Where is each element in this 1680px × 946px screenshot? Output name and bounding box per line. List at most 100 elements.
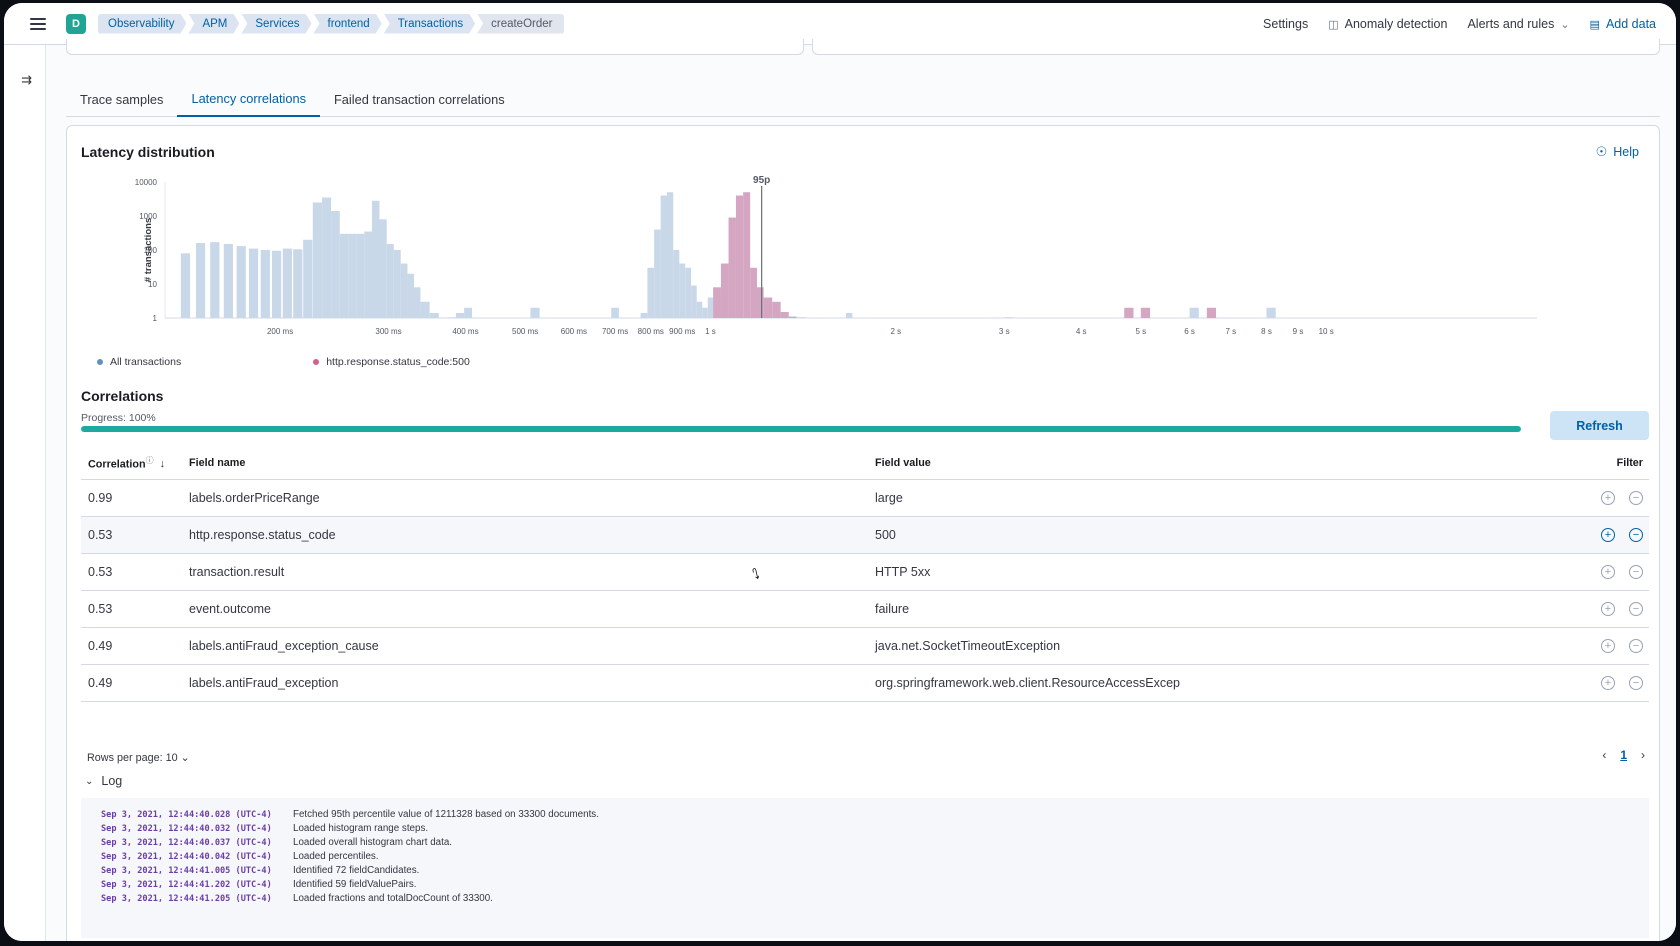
breadcrumb-observability[interactable]: Observability xyxy=(98,14,186,34)
field-value: 500 xyxy=(875,528,896,542)
add-data-link[interactable]: ▤ Add data xyxy=(1590,17,1656,31)
correlation-value: 0.49 xyxy=(88,676,113,690)
breadcrumb-services[interactable]: Services xyxy=(241,14,311,34)
bar-status-500 xyxy=(713,287,721,318)
anomaly-detection-link[interactable]: ◫ Anomaly detection xyxy=(1328,17,1447,31)
next-page-icon[interactable]: › xyxy=(1641,748,1645,762)
tab-bar: Trace samples Latency correlations Faile… xyxy=(66,81,1660,117)
table-header: Correlationⓘ ↓ Field name Field value Fil… xyxy=(81,446,1649,480)
y-tick-label: 10 xyxy=(148,280,157,289)
breadcrumb-apm[interactable]: APM xyxy=(188,14,239,34)
legend-dot-status-500 xyxy=(313,359,320,365)
bar-all-transactions xyxy=(260,250,270,318)
bar-all-transactions xyxy=(400,263,408,318)
correlation-value: 0.53 xyxy=(88,602,113,616)
bar-status-500 xyxy=(735,195,744,318)
chart-legend: All transactions http.response.status_co… xyxy=(97,356,602,368)
filter-include-icon[interactable]: + xyxy=(1601,676,1615,690)
header-actions: Settings ◫ Anomaly detection Alerts and r… xyxy=(1243,3,1656,45)
bar-all-transactions xyxy=(696,301,703,318)
filter-exclude-icon[interactable]: − xyxy=(1629,491,1643,505)
filter-exclude-icon[interactable]: − xyxy=(1629,639,1643,653)
space-avatar[interactable]: D xyxy=(66,13,86,34)
legend-label-status-500: http.response.status_code:500 xyxy=(326,356,470,368)
rows-per-page-select[interactable]: Rows per page: 10 ⌄ xyxy=(87,751,190,764)
menu-icon[interactable] xyxy=(30,17,46,30)
table-row[interactable]: 0.53 event.outcome failure + − xyxy=(81,591,1649,628)
column-filter: Filter xyxy=(1616,456,1643,469)
bar-all-transactions xyxy=(223,244,233,318)
filter-include-icon[interactable]: + xyxy=(1601,602,1615,616)
progress-bar xyxy=(81,426,1521,432)
bar-all-transactions xyxy=(386,244,394,318)
correlation-value: 0.53 xyxy=(88,528,113,542)
bar-all-transactions xyxy=(447,317,456,318)
legend-item-all[interactable]: All transactions xyxy=(97,356,181,368)
bar-all-transactions xyxy=(455,313,465,318)
field-name: transaction.result xyxy=(189,565,285,579)
filter-include-icon[interactable]: + xyxy=(1601,639,1615,653)
filter-exclude-icon[interactable]: − xyxy=(1629,676,1643,690)
y-axis-label: # transactions xyxy=(143,218,154,282)
log-output: Sep 3, 2021, 12:44:40.028 (UTC-4) Fetched… xyxy=(81,798,1649,938)
bar-all-transactions xyxy=(322,197,332,318)
filter-exclude-icon[interactable]: − xyxy=(1629,565,1643,579)
field-name: labels.antiFraud_exception xyxy=(189,676,339,690)
info-icon[interactable]: ⓘ xyxy=(145,455,154,465)
help-label: Help xyxy=(1613,145,1639,159)
x-tick-label: 9 s xyxy=(1293,327,1304,336)
sort-desc-icon[interactable]: ↓ xyxy=(159,458,165,471)
correlation-value: 0.53 xyxy=(88,565,113,579)
column-field-name: Field name xyxy=(189,456,246,469)
x-tick-label: 900 ms xyxy=(669,327,695,336)
x-tick-label: 7 s xyxy=(1225,327,1236,336)
log-message: Identified 72 fieldCandidates. xyxy=(293,865,420,876)
column-correlation[interactable]: Correlationⓘ ↓ xyxy=(88,455,165,471)
filter-exclude-icon[interactable]: − xyxy=(1629,602,1643,616)
bar-all-transactions xyxy=(371,200,380,318)
tab-trace-samples[interactable]: Trace samples xyxy=(80,91,164,107)
filter-actions: + − xyxy=(1587,602,1643,616)
pagination: ‹ 1 › xyxy=(1588,748,1645,762)
log-timestamp: Sep 3, 2021, 12:44:41.202 (UTC-4) xyxy=(101,880,272,890)
refresh-button[interactable]: Refresh xyxy=(1550,411,1649,440)
prev-page-icon[interactable]: ‹ xyxy=(1602,748,1607,762)
log-timestamp: Sep 3, 2021, 12:44:41.205 (UTC-4) xyxy=(101,894,272,904)
x-tick-label: 6 s xyxy=(1184,327,1195,336)
bar-all-transactions xyxy=(293,249,303,318)
settings-label: Settings xyxy=(1263,17,1309,31)
dock-navigation-icon[interactable]: ⇉ xyxy=(21,72,32,87)
legend-item-status-500[interactable]: http.response.status_code:500 xyxy=(313,356,470,368)
bar-all-transactions xyxy=(702,307,708,318)
filter-exclude-icon[interactable]: − xyxy=(1629,528,1643,542)
table-row[interactable]: 0.53 transaction.result HTTP 5xx + − xyxy=(81,554,1649,591)
x-tick-label: 400 ms xyxy=(452,327,478,336)
tab-latency-correlations[interactable]: Latency correlations xyxy=(177,81,320,117)
breadcrumb-transactions[interactable]: Transactions xyxy=(384,14,475,34)
field-name: http.response.status_code xyxy=(189,528,336,542)
alerts-rules-menu[interactable]: Alerts and rules ⌄ xyxy=(1467,17,1569,31)
bar-all-transactions xyxy=(845,313,853,318)
chevron-down-icon: ⌄ xyxy=(1560,18,1570,31)
field-value: failure xyxy=(875,602,910,616)
help-link[interactable]: ☉ Help xyxy=(1596,144,1639,160)
bar-all-transactions xyxy=(210,242,220,318)
bar-all-transactions xyxy=(379,219,387,318)
table-row[interactable]: 0.49 labels.antiFraud_exception org.spring… xyxy=(81,665,1649,702)
y-tick-label: 100 xyxy=(144,246,158,255)
filter-include-icon[interactable]: + xyxy=(1601,491,1615,505)
bar-all-transactions xyxy=(180,253,191,318)
breadcrumb-frontend[interactable]: frontend xyxy=(314,14,382,34)
page-1-button[interactable]: 1 xyxy=(1620,748,1627,762)
filter-include-icon[interactable]: + xyxy=(1601,528,1615,542)
log-timestamp: Sep 3, 2021, 12:44:40.032 (UTC-4) xyxy=(101,824,272,834)
table-row[interactable]: 0.99 labels.orderPriceRange large + − xyxy=(81,480,1649,517)
table-row[interactable]: 0.49 labels.antiFraud_exception_cause java… xyxy=(81,628,1649,665)
log-line: Sep 3, 2021, 12:44:40.042 (UTC-4) Loaded … xyxy=(101,850,1629,864)
table-row[interactable]: 0.53 http.response.status_code 500 + − xyxy=(81,517,1649,554)
tab-failed-transaction-correlations[interactable]: Failed transaction correlations xyxy=(333,91,505,107)
log-accordion-toggle[interactable]: ⌄ Log xyxy=(85,774,122,788)
filter-include-icon[interactable]: + xyxy=(1601,565,1615,579)
settings-link[interactable]: Settings xyxy=(1263,17,1308,31)
bar-status-500 xyxy=(1206,307,1217,318)
